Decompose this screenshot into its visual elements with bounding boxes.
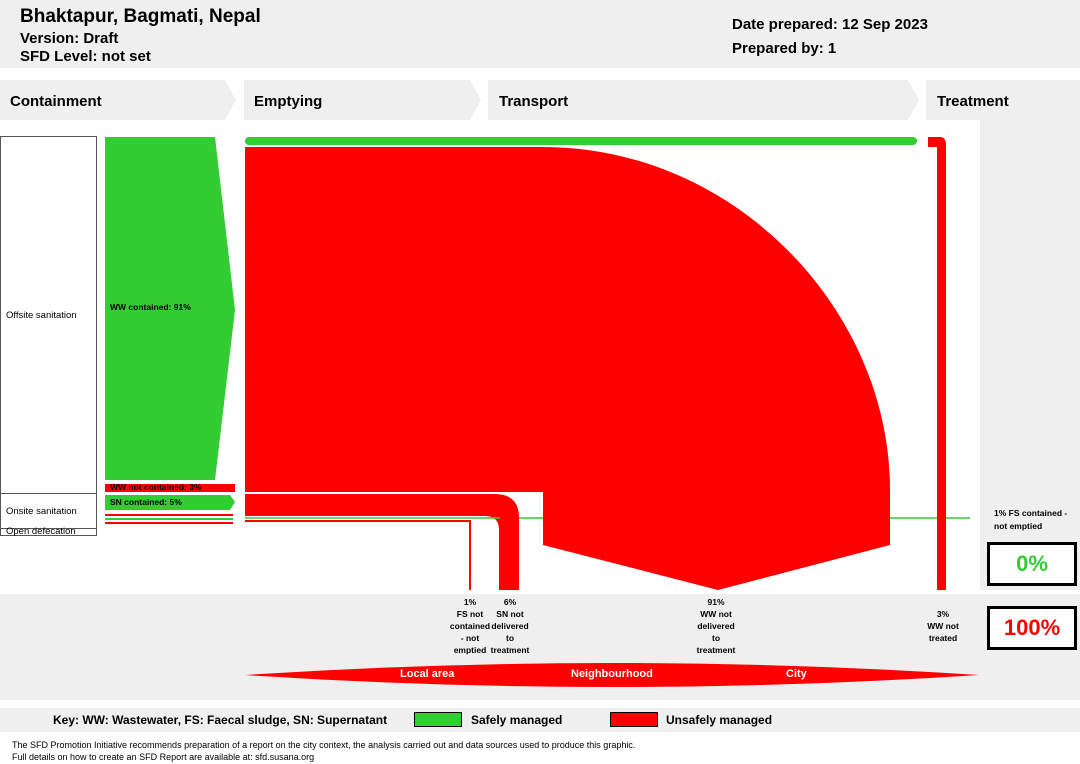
onsite-row-box [0, 493, 97, 529]
onsite-row-label: Onsite sanitation [6, 506, 77, 517]
offsite-row-label: Offsite sanitation [6, 310, 77, 321]
ww-not-treated-flow [928, 137, 946, 590]
sn-contained-flow [105, 495, 235, 510]
scale-local-area: Local area [400, 668, 455, 680]
outcome-ww-not-treated: 3% WW not treated [927, 609, 959, 643]
fs-contained-not-emptied-label: 1% FS contained - not emptied [994, 508, 1068, 531]
ww-transport-safe-flow [245, 137, 917, 145]
sfd-level-text: SFD Level: not set [20, 48, 151, 65]
fs-contained-line [105, 518, 233, 520]
stage-containment-label: Containment [10, 93, 102, 110]
open-defecation-row-box [0, 528, 97, 536]
safely-managed-total: 0% [987, 542, 1077, 586]
outcome-fs-not-contained: 1% FS not contained - not emptied [449, 597, 491, 655]
open-defecation-row-label: Open defecation [6, 526, 76, 537]
footer-line-2: Full details on how to create an SFD Rep… [12, 752, 315, 762]
ww-contained-label: WW contained: 91% [110, 302, 191, 312]
ww-not-contained-label: WW not contained: 3% [110, 482, 202, 492]
unsafely-managed-total: 100% [987, 606, 1077, 650]
outcome-sn-not-delivered: 6% SN not delivered to treatment [490, 597, 530, 655]
stage-emptying-label: Emptying [254, 93, 323, 110]
version-text: Version: Draft [20, 30, 119, 47]
outcome-ww-not-delivered: 91% WW not delivered to treatment [696, 597, 736, 655]
prepared-by-text: Prepared by: 1 [732, 40, 837, 57]
date-prepared-text: Date prepared: 12 Sep 2023 [732, 16, 928, 33]
ww-not-contained-flow [105, 484, 235, 492]
ww-not-delivered-flow [245, 147, 890, 590]
scale-neighbourhood: Neighbourhood [571, 668, 653, 680]
key-text: Key: WW: Wastewater, FS: Faecal sludge, … [53, 713, 388, 727]
stage-arrow-transport [488, 80, 919, 120]
key-band-bg [0, 708, 1080, 732]
safe-key-label: Safely managed [471, 713, 563, 727]
header-panel [0, 0, 1080, 68]
flow-diagram-svg [0, 136, 970, 590]
treatment-column-bg [980, 80, 1080, 590]
sn-not-delivered-flow [245, 494, 519, 590]
fs-not-contained-line [105, 514, 233, 516]
fs-not-contained-flow [245, 520, 471, 590]
footer-line-1: The SFD Promotion Initiative recommends … [12, 740, 636, 750]
ww-contained-flow [105, 137, 235, 480]
unsafe-key-label: Unsafely managed [666, 713, 773, 727]
stage-arrow-treatment [926, 80, 1080, 120]
scale-city: City [786, 668, 807, 680]
scale-ellipse [245, 663, 979, 687]
stage-transport-label: Transport [499, 93, 569, 110]
stage-treatment-label: Treatment [937, 93, 1009, 110]
stage-header-svg [0, 80, 1080, 120]
sn-contained-label: SN contained: 5% [110, 497, 182, 507]
unsafe-swatch [610, 712, 658, 727]
safe-swatch [414, 712, 462, 727]
page-title: Bhaktapur, Bagmati, Nepal [20, 6, 261, 27]
scale-ellipse-svg [245, 663, 979, 687]
open-defecation-line [105, 522, 233, 524]
stage-arrow-emptying [244, 80, 481, 120]
stage-arrow-containment [0, 80, 236, 120]
